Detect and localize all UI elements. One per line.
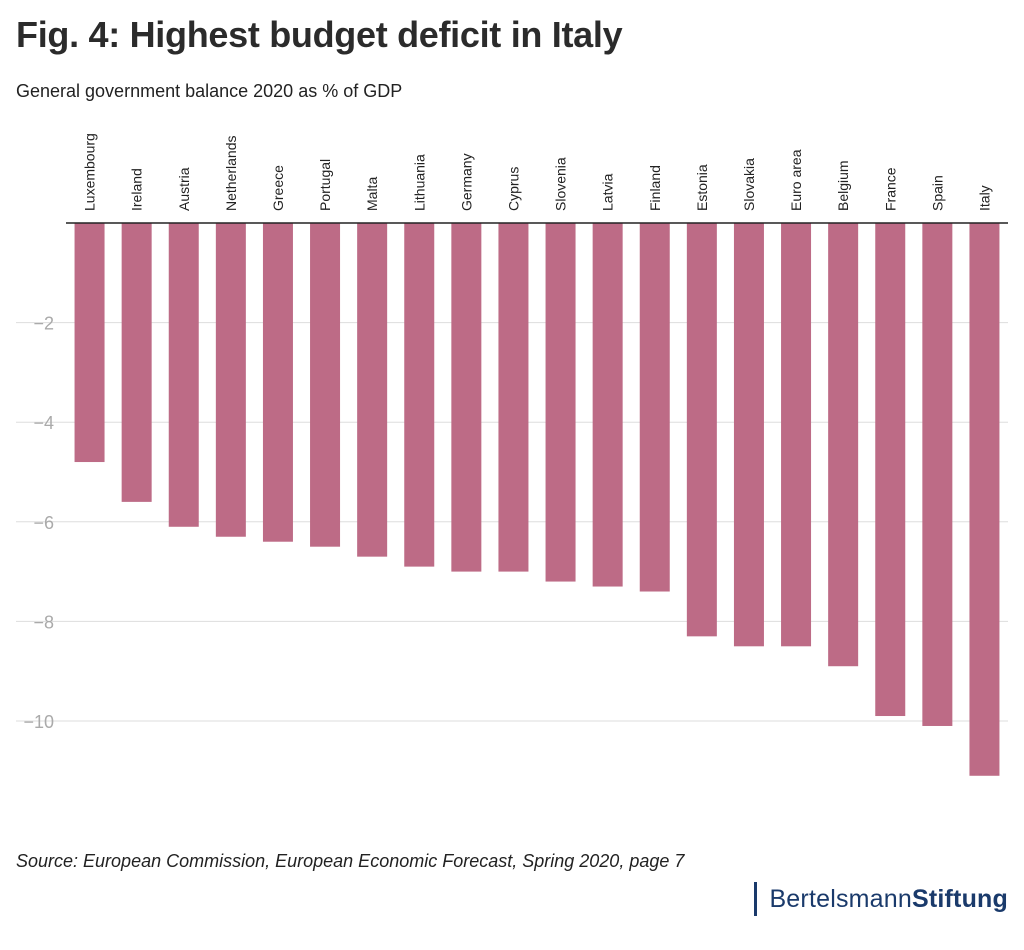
x-tick-label: Lithuania <box>411 154 427 211</box>
x-tick-label: Ireland <box>129 168 145 211</box>
bar-finland <box>639 223 670 592</box>
x-axis-labels: Luxembourg Ireland Austria Netherlands Greec… <box>82 133 993 211</box>
bar-latvia <box>592 223 623 587</box>
bar-slovenia <box>545 223 576 582</box>
y-tick-label: −2 <box>33 314 54 334</box>
logo-text-light: Bertelsmann <box>769 884 912 913</box>
bar-slovakia <box>733 223 764 647</box>
bar-germany <box>451 223 482 572</box>
x-tick-label: Finland <box>647 165 663 211</box>
x-tick-label: Portugal <box>317 159 333 211</box>
chart-title: Fig. 4: Highest budget deficit in Italy <box>16 14 623 55</box>
chart-subtitle: General government balance 2020 as % of … <box>16 81 403 101</box>
logo-text: BertelsmannStiftung <box>769 885 1008 914</box>
x-tick-label: Estonia <box>694 164 710 211</box>
source-note: Source: European Commission, European Ec… <box>16 851 685 871</box>
x-tick-label: Malta <box>364 177 380 211</box>
bar-malta <box>357 223 388 557</box>
x-tick-label: Germany <box>458 153 474 211</box>
bar-euro-area <box>781 223 812 647</box>
bar-austria <box>168 223 199 527</box>
bar-ireland <box>121 223 152 502</box>
x-tick-label: Spain <box>929 175 945 211</box>
x-tick-label: Slovakia <box>741 158 757 211</box>
x-tick-label: Austria <box>176 167 192 211</box>
bar-lithuania <box>404 223 435 567</box>
x-tick-label: Cyprus <box>505 167 521 211</box>
x-tick-label: Italy <box>976 185 992 211</box>
bar-luxembourg <box>74 223 105 463</box>
bar-belgium <box>828 223 859 667</box>
y-tick-label: −8 <box>33 612 54 632</box>
x-tick-label: France <box>882 167 898 211</box>
logo-text-bold: Stiftung <box>911 884 1008 913</box>
bar-france <box>875 223 906 717</box>
bar-spain <box>922 223 953 726</box>
y-tick-label: −6 <box>33 513 54 533</box>
x-tick-label: Slovenia <box>553 157 569 211</box>
x-tick-label: Latvia <box>600 173 616 211</box>
y-tick-label: −4 <box>33 413 54 433</box>
x-tick-label: Netherlands <box>223 136 239 212</box>
logo-bar <box>754 882 758 916</box>
bar-cyprus <box>498 223 529 572</box>
bar-italy <box>969 223 1000 776</box>
x-tick-label: Belgium <box>835 160 851 211</box>
bar-portugal <box>310 223 341 547</box>
x-tick-label: Luxembourg <box>82 133 98 211</box>
y-axis-ticks: −2 −4 −6 −8 −10 <box>23 314 54 732</box>
bar-netherlands <box>215 223 246 537</box>
bar-greece <box>262 223 293 542</box>
x-tick-label: Greece <box>270 165 286 211</box>
bar-estonia <box>686 223 717 637</box>
bertelsmann-stiftung-logo: BertelsmannStiftung <box>754 882 1008 916</box>
x-tick-label: Euro area <box>788 149 804 211</box>
y-tick-label: −10 <box>23 712 54 732</box>
bars <box>74 223 1000 776</box>
